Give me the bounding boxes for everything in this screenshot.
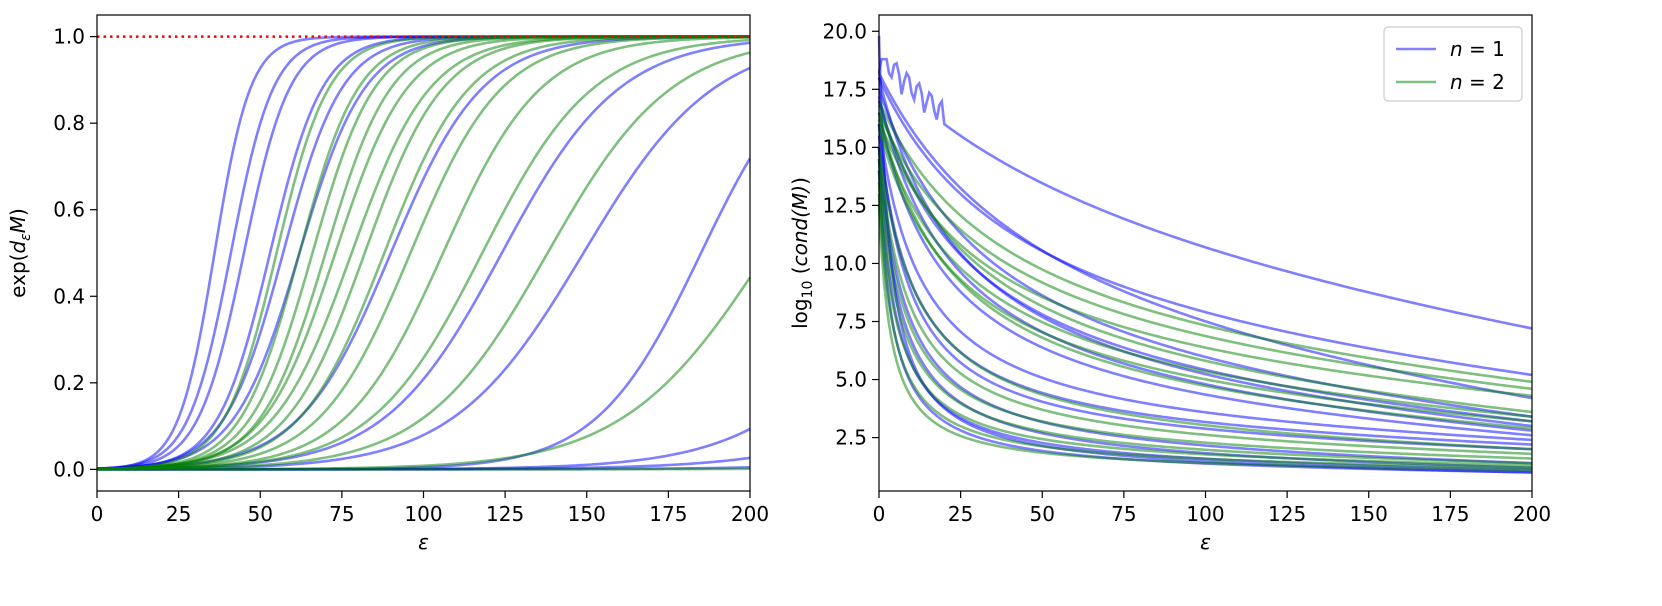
- series-line: [877, 35, 1533, 474]
- series-line: [96, 51, 751, 471]
- left-chart-lines: [96, 35, 752, 471]
- series-line: [877, 72, 1533, 400]
- series-line: [96, 35, 751, 471]
- legend-label-n1: n = 1: [1450, 37, 1505, 61]
- series-line: [877, 112, 1533, 430]
- x-tick-label: 25: [166, 502, 191, 526]
- y-tick-label: 0.6: [53, 198, 85, 222]
- left-y-axis-label: exp(dεM): [6, 208, 34, 298]
- right-y-ticks: 2.5 5.0 7.5 10.0 12.5 15.0 17.5 20.0: [822, 19, 879, 450]
- y-tick-label: 12.5: [822, 193, 867, 217]
- x-tick-label: 75: [1111, 502, 1136, 526]
- legend-label-n2: n = 2: [1450, 70, 1505, 94]
- x-tick-label: 100: [1186, 502, 1224, 526]
- series-line: [877, 151, 1533, 456]
- right-chart-lines: [877, 35, 1533, 474]
- series-line: [96, 35, 751, 471]
- left-x-axis-label: ε: [418, 530, 429, 554]
- series-line: [877, 119, 1533, 398]
- series-line: [877, 123, 1533, 418]
- x-tick-label: 75: [329, 502, 354, 526]
- y-tick-label: 0.2: [53, 371, 85, 395]
- y-tick-label: 0.4: [53, 284, 85, 308]
- series-line: [877, 88, 1533, 418]
- right-x-ticks: 0 25 50 75 100 125 150 175 200: [873, 491, 1551, 526]
- x-tick-label: 50: [248, 502, 273, 526]
- left-x-ticks: 0 25 50 75 100 125 150 175 200: [91, 491, 769, 526]
- series-line: [877, 100, 1533, 384]
- series-line: [877, 128, 1533, 423]
- series-line: [877, 193, 1533, 470]
- y-tick-label: 0.8: [53, 111, 85, 135]
- series-line: [97, 276, 752, 471]
- right-y-axis-label: log10 (cond(M)): [788, 177, 816, 329]
- series-line: [97, 467, 751, 471]
- x-tick-label: 125: [1268, 502, 1306, 526]
- series-line: [877, 158, 1533, 460]
- left-chart: 0 25 50 75 100 125 150 175 200 0.0 0.2 0.4 0.6 0.8 1.…: [6, 14, 769, 554]
- left-y-ticks: 0.0 0.2 0.4 0.6 0.8 1.0: [53, 25, 97, 481]
- series-line: [96, 66, 751, 471]
- series-line: [877, 123, 1533, 442]
- y-tick-label: 7.5: [835, 309, 867, 333]
- x-tick-label: 200: [731, 502, 769, 526]
- series-line: [877, 182, 1533, 467]
- y-tick-label: 5.0: [835, 368, 867, 392]
- series-line: [877, 205, 1533, 472]
- series-line: [877, 147, 1533, 465]
- series-line: [96, 35, 750, 470]
- series-line: [877, 105, 1533, 414]
- legend: n = 1 n = 2: [1383, 26, 1523, 102]
- x-tick-label: 150: [1350, 502, 1388, 526]
- series-line: [877, 77, 1533, 428]
- y-tick-label: 1.0: [53, 25, 85, 49]
- x-tick-label: 150: [568, 502, 606, 526]
- left-chart-frame: [96, 14, 751, 492]
- series-line: [877, 112, 1533, 391]
- y-tick-label: 10.0: [822, 251, 867, 275]
- series-line: [877, 147, 1533, 451]
- x-tick-label: 25: [948, 502, 973, 526]
- x-tick-label: 0: [873, 502, 886, 526]
- series-line: [877, 170, 1533, 465]
- y-tick-label: 20.0: [822, 19, 867, 43]
- x-tick-label: 0: [91, 502, 104, 526]
- y-tick-label: 2.5: [835, 426, 867, 450]
- x-tick-label: 200: [1513, 502, 1551, 526]
- y-tick-label: 17.5: [822, 77, 867, 101]
- series-line: [877, 112, 1533, 437]
- y-tick-label: 15.0: [822, 135, 867, 159]
- right-x-axis-label: ε: [1200, 530, 1211, 554]
- x-tick-label: 175: [1431, 502, 1469, 526]
- right-chart: 0 25 50 75 100 125 150 175 200 2.5 5.0 7.5 10.0 12.5…: [788, 14, 1551, 554]
- x-tick-label: 100: [404, 502, 442, 526]
- y-tick-label: 0.0: [53, 457, 85, 481]
- series-line: [877, 57, 1533, 330]
- x-tick-label: 50: [1030, 502, 1055, 526]
- series-line: [877, 77, 1533, 377]
- x-tick-label: 125: [486, 502, 524, 526]
- x-tick-label: 175: [649, 502, 687, 526]
